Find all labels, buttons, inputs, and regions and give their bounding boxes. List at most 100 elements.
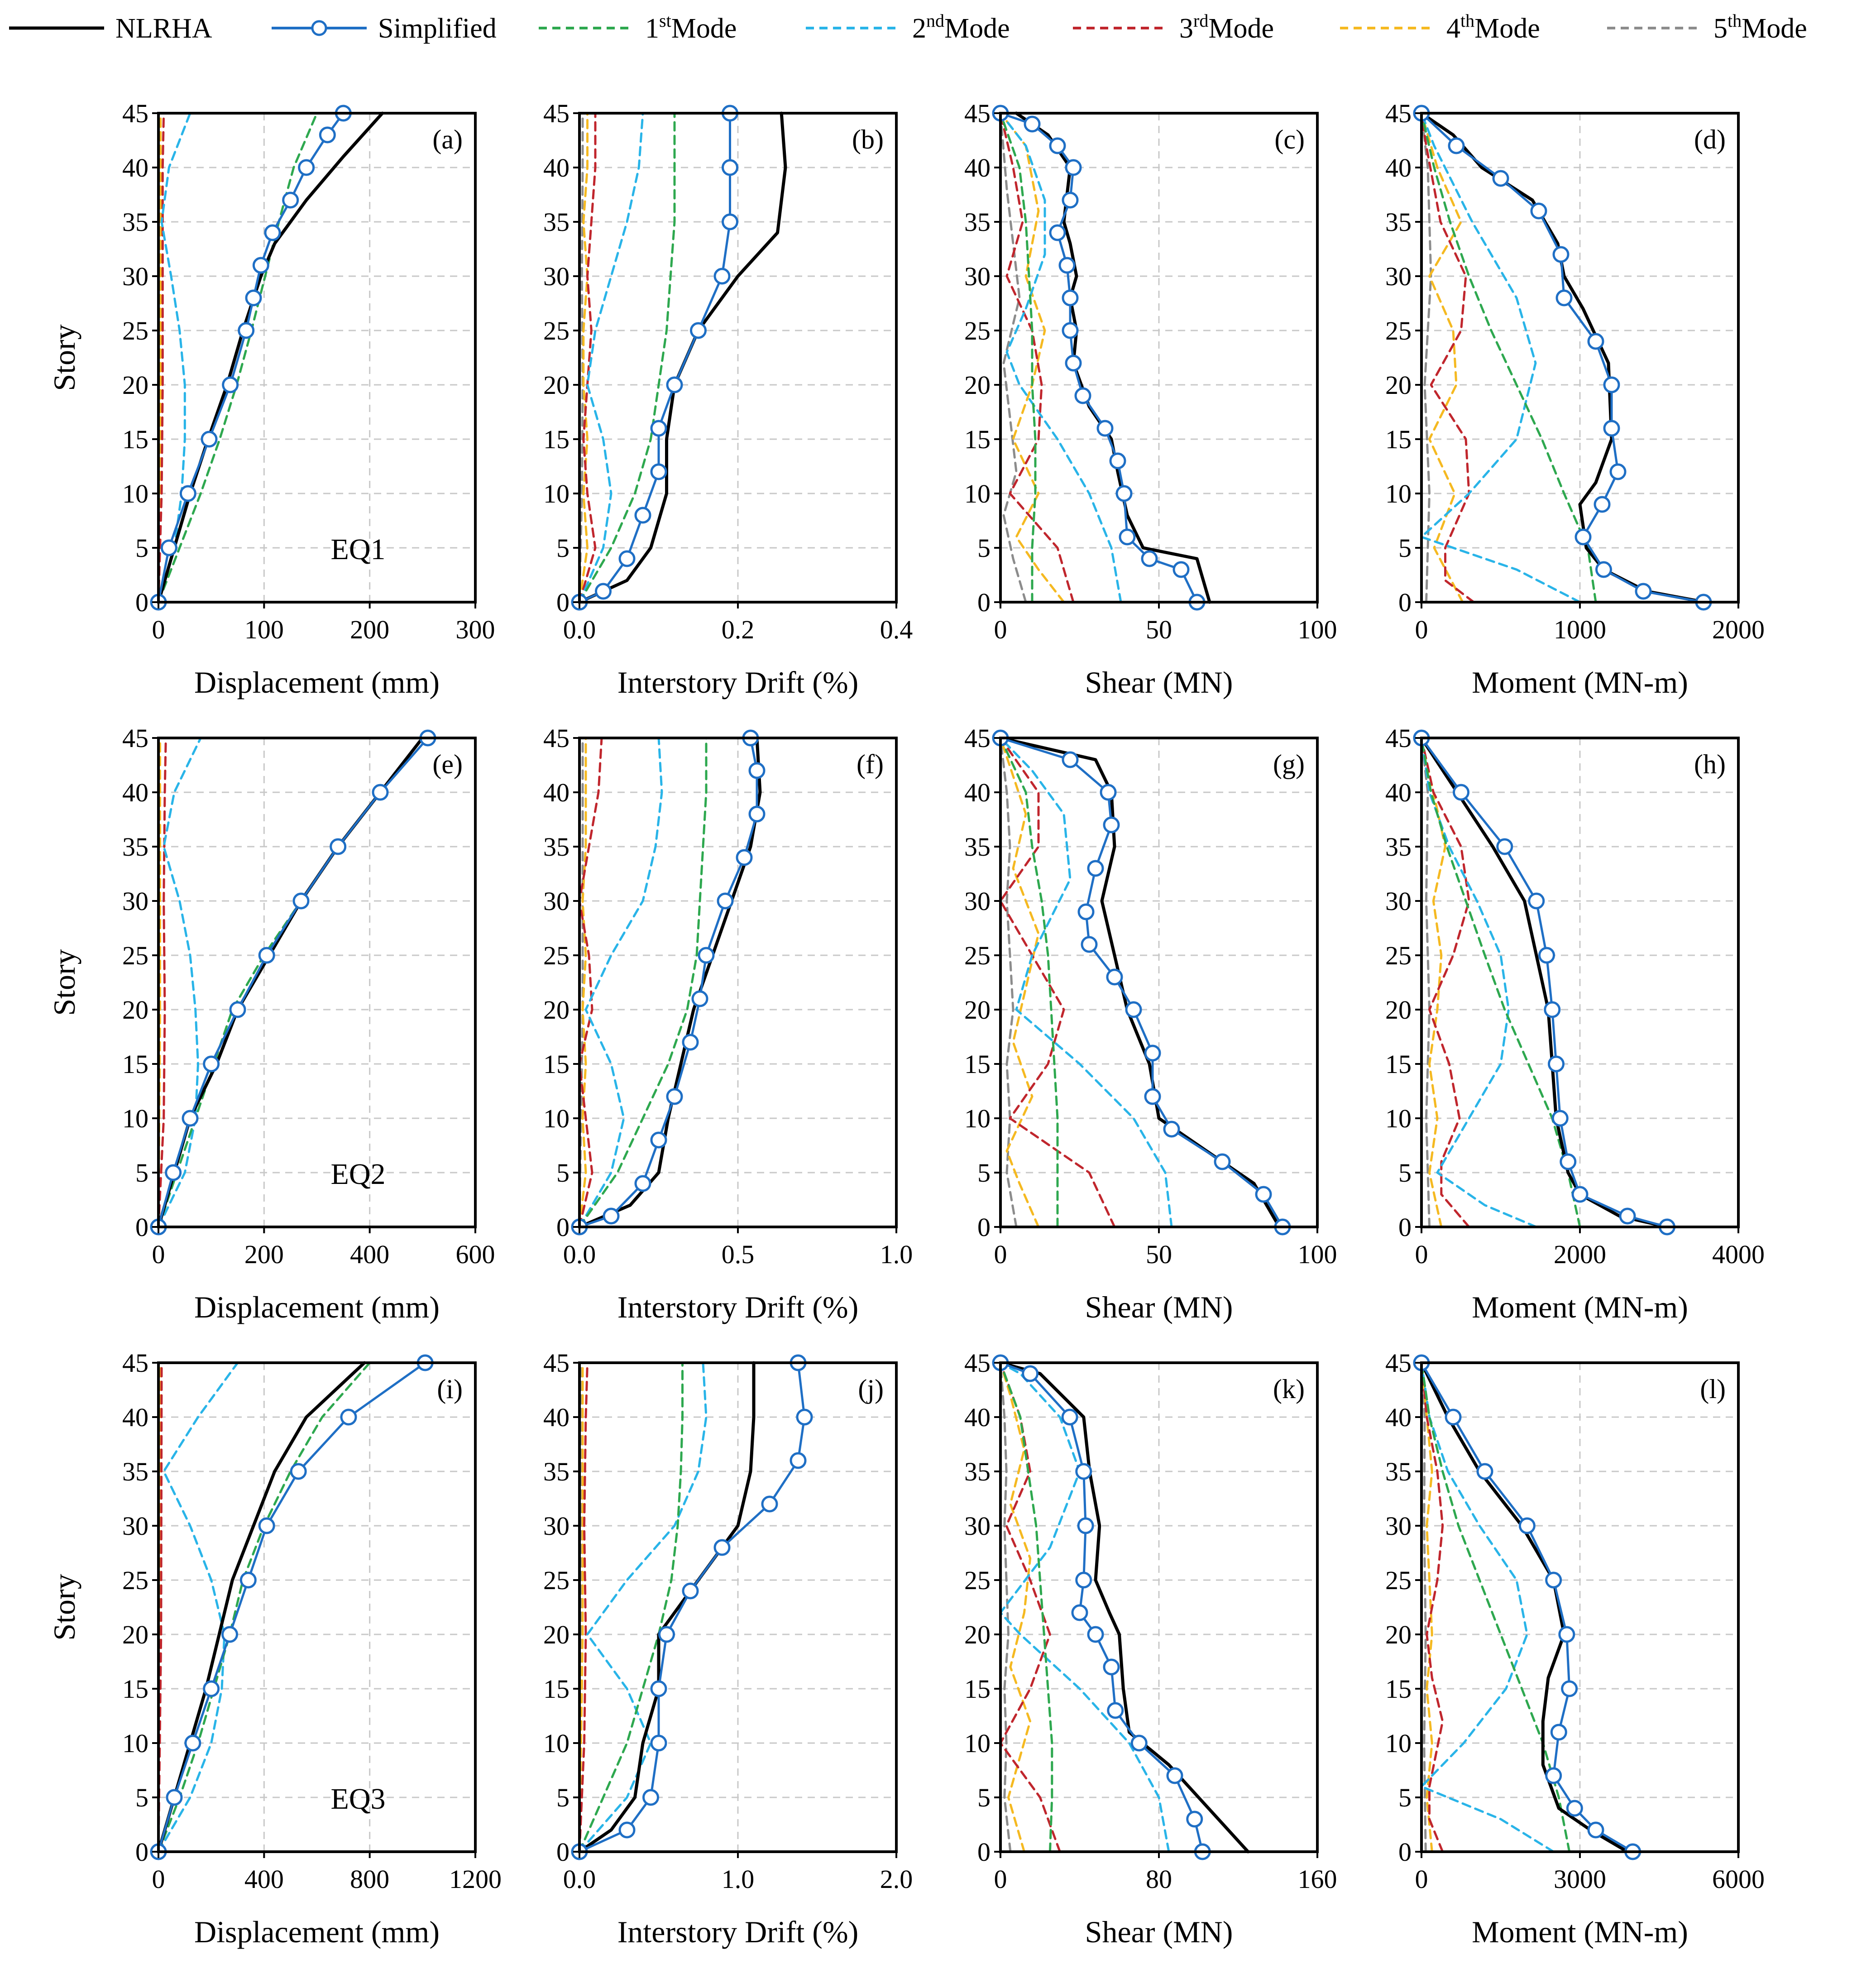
- series-m1-line: [578, 112, 676, 604]
- x-tick-label: 1200: [449, 1864, 502, 1894]
- simplified-point: [1594, 496, 1611, 513]
- simplified-point: [790, 1452, 807, 1469]
- y-tick-label: 5: [977, 1783, 991, 1812]
- y-tick-label: 0: [977, 1837, 991, 1867]
- y-tick-label: 35: [1385, 207, 1412, 237]
- y-tick-label: 45: [122, 723, 148, 753]
- simplified-point: [1062, 751, 1079, 768]
- y-tick-label: 25: [964, 1566, 991, 1595]
- series-m2-line: [578, 1361, 708, 1853]
- panel-label: (e): [432, 749, 463, 779]
- simplified-point: [1445, 1408, 1462, 1426]
- y-tick-label: 0: [135, 588, 148, 617]
- simplified-point: [1172, 561, 1190, 578]
- panel-label: (l): [1700, 1374, 1726, 1404]
- simplified-point: [691, 990, 708, 1007]
- simplified-point: [1551, 1110, 1569, 1127]
- simplified-point: [1603, 420, 1620, 437]
- legend-item-m2: 2ndMode: [806, 10, 1010, 44]
- y-tick-label: 15: [964, 425, 991, 454]
- x-axis-title: Moment (MN-m): [1472, 1290, 1688, 1324]
- simplified-point: [722, 159, 738, 176]
- simplified-point: [1062, 192, 1079, 209]
- simplified-point: [650, 1131, 667, 1149]
- y-tick-label: 35: [1385, 1457, 1412, 1486]
- simplified-point: [650, 1680, 667, 1697]
- y-tick-label: 15: [964, 1674, 991, 1704]
- y-tick-label: 25: [543, 941, 569, 970]
- x-tick-label: 2000: [1554, 1240, 1606, 1269]
- y-tick-label: 20: [543, 995, 569, 1025]
- series-m4-line: [1420, 112, 1464, 604]
- simplified-point: [258, 1517, 275, 1534]
- x-tick-label: 1000: [1554, 615, 1606, 644]
- simplified-point: [1545, 1767, 1562, 1784]
- series-m1-line: [1420, 737, 1581, 1228]
- y-tick-label: 15: [1385, 1049, 1412, 1079]
- simplified-point: [252, 257, 269, 274]
- x-tick-label: 1.0: [722, 1864, 755, 1894]
- chart-grid: 0 5 10 15 20 25 30 35 40 45 0 100 200 300 Displacement…: [0, 63, 1852, 1988]
- simplified-point: [1065, 354, 1082, 372]
- x-axis-title: Moment (MN-m): [1472, 665, 1688, 699]
- series-m4-line: [578, 737, 587, 1228]
- y-tick-label: 30: [1385, 886, 1412, 916]
- simplified-point: [1071, 1604, 1088, 1621]
- panel-b: 0 5 10 15 20 25 30 35 40 45 0.0 0.2 0.4 Interstory Dr…: [444, 86, 924, 731]
- series-simplified-line: [999, 112, 1198, 604]
- simplified-point: [330, 838, 347, 855]
- earthquake-label: EQ1: [331, 533, 386, 566]
- x-tick-label: 0: [994, 615, 1007, 644]
- y-tick-label: 10: [543, 479, 569, 508]
- simplified-point: [618, 550, 636, 567]
- simplified-point: [713, 268, 731, 285]
- simplified-point: [203, 1055, 220, 1073]
- series-m1-line: [999, 737, 1059, 1228]
- simplified-point: [340, 1408, 357, 1426]
- y-tick-label: 25: [1385, 1566, 1412, 1595]
- legend-svg: NLRHA Simplified 1stMode 2ndMode 3rdMode 4thM…: [9, 10, 1807, 44]
- simplified-point: [1049, 137, 1066, 154]
- simplified-point: [717, 892, 734, 910]
- series-nlrha-line: [157, 1361, 366, 1854]
- panel-svg-c: 0 5 10 15 20 25 30 35 40 45 0 50 100 Shear (MN) (c): [964, 99, 1337, 699]
- x-tick-label: 0: [152, 1240, 165, 1269]
- x-axis-title: Interstory Drift (%): [617, 1915, 858, 1949]
- series-nlrha-line: [1420, 111, 1707, 604]
- gridlines: [1000, 738, 1317, 1227]
- simplified-point: [1115, 485, 1133, 502]
- earthquake-label: EQ3: [331, 1782, 386, 1816]
- y-tick-label: 5: [135, 1783, 148, 1812]
- y-tick-label: 30: [1385, 1511, 1412, 1541]
- x-tick-label: 2000: [1712, 615, 1765, 644]
- y-tick-label: 20: [964, 1620, 991, 1649]
- y-tick-label: 25: [122, 316, 148, 345]
- simplified-point: [1106, 968, 1123, 986]
- simplified-point: [372, 784, 389, 801]
- x-tick-label: 0.2: [722, 615, 755, 644]
- simplified-point: [1166, 1767, 1183, 1784]
- x-tick-label: 0.4: [880, 615, 913, 644]
- plot-frame: [157, 1361, 477, 1853]
- series-m2-line: [578, 737, 663, 1228]
- simplified-point: [1163, 1121, 1180, 1138]
- simplified-point: [1574, 528, 1592, 546]
- simplified-point: [222, 376, 239, 393]
- simplified-point: [1587, 333, 1604, 350]
- y-tick-label: 35: [964, 207, 991, 237]
- simplified-point: [796, 1408, 813, 1426]
- series-m3-line: [1420, 112, 1475, 604]
- panel-d: 0 5 10 15 20 25 30 35 40 45 0 1000 2000 Moment (MN-m)…: [1286, 86, 1766, 731]
- x-axis-title: Shear (MN): [1085, 665, 1233, 699]
- panel-label: (a): [432, 125, 463, 154]
- simplified-point: [634, 507, 651, 524]
- simplified-point: [1453, 784, 1469, 801]
- x-tick-label: 400: [244, 1864, 284, 1894]
- simplified-point: [761, 1495, 778, 1513]
- series-simplified-line: [578, 737, 758, 1228]
- legend-item-m3: 3rdMode: [1073, 10, 1274, 44]
- legend-item-m4: 4thMode: [1340, 10, 1540, 44]
- y-tick-label: 45: [1385, 723, 1412, 753]
- simplified-point: [1065, 159, 1082, 176]
- y-tick-label: 5: [977, 533, 991, 563]
